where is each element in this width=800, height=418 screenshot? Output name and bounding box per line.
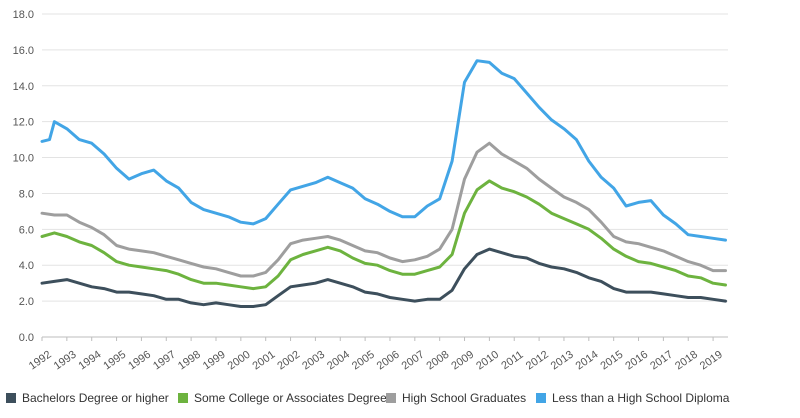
x-tick-label: 2008 [424, 349, 451, 373]
chart-grid [41, 13, 728, 341]
x-tick-label: 2009 [449, 349, 476, 373]
x-tick-label: 2016 [623, 349, 650, 373]
x-tick-label: 2015 [598, 349, 625, 373]
x-tick-label: 1998 [176, 349, 203, 373]
x-tick-label: 1992 [27, 349, 54, 373]
x-tick-label: 2000 [226, 349, 253, 373]
y-tick-label: 12.0 [13, 117, 34, 129]
y-tick-label: 8.0 [19, 188, 34, 200]
y-tick-label: 14.0 [13, 81, 34, 93]
x-tick-label: 2006 [375, 349, 402, 373]
x-tick-label: 2012 [524, 349, 551, 373]
legend-item-less-than-high-school: Less than a High School Diploma [536, 388, 729, 408]
chart-legend: Bachelors Degree or higher Some College … [0, 388, 800, 408]
y-axis-tick-labels: 0.0 2.0 4.0 6.0 8.0 10.0 12.0 14.0 16.0 18.0 [13, 9, 34, 344]
x-tick-label: 2019 [698, 349, 725, 373]
legend-item-bachelors: Bachelors Degree or higher [6, 388, 169, 408]
y-tick-label: 16.0 [13, 45, 34, 57]
x-tick-label: 2011 [499, 349, 525, 372]
x-tick-label: 2013 [549, 349, 576, 373]
legend-label-some-college: Some College or Associates Degree [194, 391, 387, 405]
x-tick-label: 1996 [126, 349, 153, 373]
series-line-2 [40, 141, 727, 278]
x-tick-label: 1995 [101, 349, 128, 373]
series-line-0 [40, 247, 727, 308]
legend-item-some-college: Some College or Associates Degree [178, 388, 387, 408]
x-tick-label: 2001 [251, 349, 278, 373]
x-tick-label: 2017 [648, 349, 675, 373]
legend-swatch-high-school [386, 393, 396, 403]
legend-swatch-some-college [178, 393, 188, 403]
legend-label-high-school: High School Graduates [402, 391, 527, 405]
y-tick-label: 4.0 [19, 260, 34, 272]
x-tick-label: 2010 [474, 349, 501, 373]
series-line-3 [40, 59, 727, 242]
x-tick-label: 1994 [77, 349, 104, 373]
series-lines [40, 59, 727, 308]
legend-swatch-bachelors [6, 393, 16, 403]
legend-label-bachelors: Bachelors Degree or higher [22, 391, 169, 405]
legend-label-less-than-high-school: Less than a High School Diploma [552, 391, 730, 405]
x-tick-label: 2003 [300, 349, 327, 373]
x-tick-label: 2002 [275, 349, 302, 373]
x-tick-label: 1999 [201, 349, 228, 373]
x-tick-label: 2014 [574, 349, 601, 373]
x-tick-label: 1993 [52, 349, 79, 373]
y-tick-label: 18.0 [13, 9, 34, 21]
x-tick-label: 2018 [673, 349, 700, 373]
y-tick-label: 2.0 [19, 296, 34, 308]
y-tick-label: 10.0 [13, 153, 34, 165]
x-tick-label: 1997 [151, 349, 178, 373]
x-tick-label: 2007 [400, 349, 427, 373]
series-line-1 [40, 179, 727, 291]
x-axis-tick-labels: 1992199319941995199619971998199920002001… [27, 349, 725, 373]
x-tick-label: 2005 [350, 349, 377, 373]
x-tick-label: 2004 [325, 349, 352, 373]
y-tick-label: 6.0 [19, 224, 34, 236]
y-tick-label: 0.0 [19, 332, 34, 344]
legend-item-high-school: High School Graduates [386, 388, 526, 408]
legend-swatch-less-than-high-school [536, 393, 546, 403]
